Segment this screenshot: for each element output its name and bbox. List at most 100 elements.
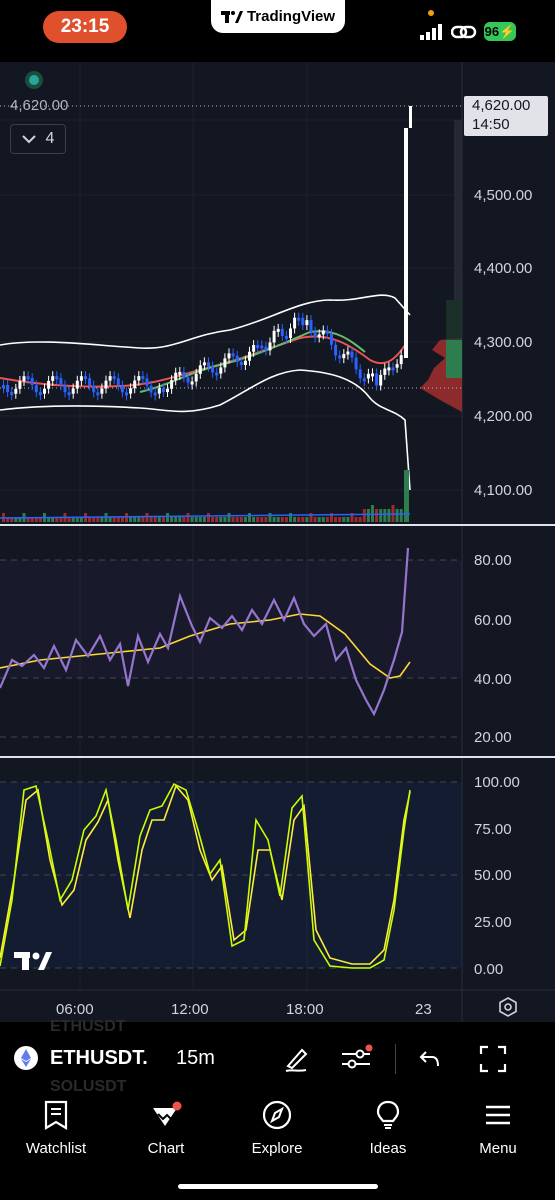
candle-body xyxy=(354,357,358,370)
candle-body xyxy=(194,373,198,382)
price-axis-4300: 4,300.00 xyxy=(474,334,532,351)
bottom-navigation xyxy=(0,1092,555,1200)
volume-bar xyxy=(387,509,391,522)
tradingview-watermark-icon xyxy=(14,952,52,970)
undo-icon[interactable] xyxy=(418,1048,442,1070)
candle-body xyxy=(6,385,10,393)
candle-body xyxy=(268,342,272,351)
volume-bar xyxy=(100,517,104,522)
bar-countdown: 14:50 xyxy=(472,116,510,133)
price-tag: 4,620.00 14:50 xyxy=(464,96,548,136)
volume-bar xyxy=(10,517,14,522)
volume-bar xyxy=(190,517,194,522)
volume-bar xyxy=(239,517,243,522)
volume-bar xyxy=(186,513,190,522)
nav-explore-label: Explore xyxy=(251,1140,303,1157)
toolbar-divider xyxy=(395,1044,396,1074)
home-indicator xyxy=(178,1184,378,1189)
nav-chart[interactable]: Chart xyxy=(116,1100,216,1157)
volume-bar xyxy=(120,517,124,522)
volume-bar xyxy=(182,517,186,522)
candle-body xyxy=(330,333,333,345)
nav-ideas-label: Ideas xyxy=(369,1140,407,1157)
indicators-collapse-button[interactable]: 4 xyxy=(10,124,66,154)
candle-body xyxy=(239,361,243,366)
indicator-count: 4 xyxy=(45,130,55,147)
candle-body xyxy=(55,376,59,380)
symbol-button[interactable]: ETHUSDT. xyxy=(50,1047,148,1069)
nav-menu[interactable]: Menu xyxy=(448,1100,548,1157)
stoch-axis-100: 100.00 xyxy=(474,774,520,791)
volume-bar xyxy=(289,513,292,522)
volume-bar xyxy=(235,517,239,522)
candle-body xyxy=(325,330,329,334)
candle-body xyxy=(47,380,51,389)
price-axis-4200: 4,200.00 xyxy=(474,408,532,425)
volume-bar xyxy=(375,509,379,522)
volume-bar xyxy=(248,513,251,522)
candle-body xyxy=(321,330,325,335)
stoch-axis-75: 75.00 xyxy=(474,821,512,838)
chevron-down-icon xyxy=(21,134,36,143)
candle-body xyxy=(379,374,383,386)
volume-bar xyxy=(362,509,366,522)
volume-bar xyxy=(358,517,362,522)
nav-watchlist[interactable]: Watchlist xyxy=(6,1100,106,1157)
candle-body xyxy=(190,381,194,385)
candle-body xyxy=(67,392,71,396)
fullscreen-icon[interactable] xyxy=(479,1045,507,1073)
volume-bar xyxy=(301,517,305,522)
candle-body xyxy=(284,335,288,339)
drawing-pen-icon[interactable] xyxy=(282,1044,312,1074)
candle-body xyxy=(104,380,108,389)
volume-bar xyxy=(325,517,329,522)
nav-explore[interactable]: Explore xyxy=(227,1100,327,1157)
candle-body xyxy=(108,376,112,381)
volume-bar xyxy=(383,509,387,522)
candle-body xyxy=(34,385,38,393)
candle-body xyxy=(317,334,321,338)
chart-settings-icon[interactable] xyxy=(499,997,517,1017)
chart-toolbar xyxy=(0,1024,555,1092)
candle-body xyxy=(301,317,305,326)
candle-body xyxy=(309,320,313,332)
nav-watchlist-label: Watchlist xyxy=(25,1140,87,1157)
rsi-ma-line xyxy=(0,613,411,679)
candle-body xyxy=(342,354,346,359)
volume-bar xyxy=(178,517,182,522)
candle-body xyxy=(243,360,247,366)
time-axis-23: 23 xyxy=(415,1001,432,1018)
candle-body xyxy=(75,380,79,389)
volume-bar xyxy=(321,517,325,522)
volume-bar xyxy=(59,517,63,522)
indicator-settings-icon[interactable] xyxy=(340,1044,374,1074)
candle-body xyxy=(141,376,145,380)
volume-bar xyxy=(157,517,161,522)
candle-body xyxy=(116,378,120,386)
candle-body xyxy=(153,392,157,396)
volume-bar xyxy=(79,517,83,522)
volume-bar xyxy=(330,513,333,522)
interval-button[interactable]: 15m xyxy=(176,1047,215,1069)
moving-averages xyxy=(0,330,406,393)
candle-body xyxy=(358,369,362,379)
signal-icon xyxy=(420,24,442,40)
volume-bar xyxy=(137,517,141,522)
candle-body xyxy=(198,365,202,374)
chart-canvas[interactable]: 4,500.00 4,400.00 4,300.00 4,200.00 4,10… xyxy=(0,0,555,1024)
stoch-axis-25: 25.00 xyxy=(474,914,512,931)
compass-icon xyxy=(262,1100,292,1130)
candle-body xyxy=(22,376,26,382)
candle-body xyxy=(84,376,87,380)
candle-body xyxy=(313,331,317,338)
tradingview-pill[interactable]: TradingView xyxy=(211,0,345,33)
candle-body xyxy=(161,388,165,393)
candle-body xyxy=(248,351,251,361)
volume-bar xyxy=(51,517,55,522)
nav-ideas[interactable]: Ideas xyxy=(338,1100,438,1157)
candle-body xyxy=(30,378,34,386)
volume-bar xyxy=(346,517,350,522)
status-time: 23:15 xyxy=(43,11,127,43)
candle-body xyxy=(178,371,182,375)
candle-body xyxy=(2,385,5,388)
